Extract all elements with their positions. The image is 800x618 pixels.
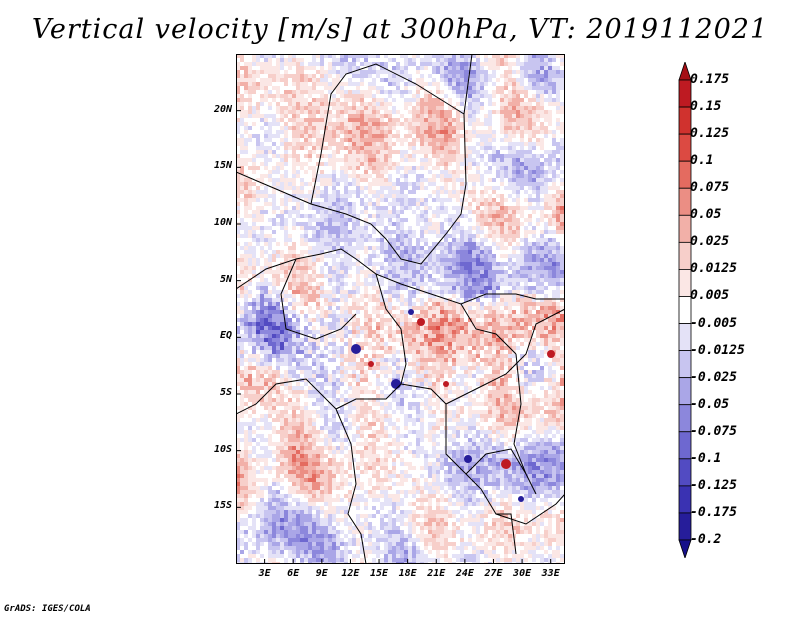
lat-label: EQ [219, 330, 232, 342]
intense-cell [391, 379, 401, 389]
boundary-line [513, 353, 527, 475]
intense-cell [501, 459, 511, 469]
boundary-line [335, 408, 367, 564]
boundary-line [445, 308, 565, 405]
lon-label: 18E [398, 568, 417, 579]
intense-cell [443, 381, 449, 387]
lon-label: 3E [258, 568, 271, 579]
colorbar-label: -0.05 [690, 396, 730, 412]
boundary-line [280, 258, 357, 340]
lat-label: 15N [213, 160, 232, 172]
colorbar-label: 0.125 [690, 126, 730, 142]
boundary-line [236, 248, 565, 305]
intense-cell [368, 361, 374, 367]
intense-cell [518, 496, 524, 502]
intense-cell [408, 309, 414, 315]
boundary-line [465, 448, 537, 495]
boundary-line [335, 273, 407, 410]
lon-label: 33E [541, 568, 560, 579]
map-frame [236, 54, 565, 564]
boundary-line [495, 493, 565, 525]
colorbar-label: -0.2 [690, 532, 722, 547]
lat-label: 5S [219, 387, 232, 398]
colorbar-label: -0.025 [690, 369, 737, 385]
lon-label: 27E [484, 568, 503, 579]
colorbar-label: 0.175 [690, 72, 730, 87]
lat-label: 20N [213, 103, 232, 115]
lon-label: 6E [287, 568, 300, 579]
lon-label: 12E [341, 568, 360, 579]
intense-cell [417, 318, 425, 326]
colorbar-label: 0.075 [690, 180, 730, 196]
boundary-line [236, 378, 337, 415]
vertical-velocity-map [236, 54, 565, 564]
colorbar-label: 0.025 [690, 234, 730, 250]
lon-label: 9E [315, 568, 328, 579]
lon-label: 24E [455, 568, 474, 579]
lon-label: 15E [370, 568, 389, 579]
colorbar-label: -0.075 [690, 423, 737, 439]
lon-label: 21E [427, 568, 446, 579]
colorbar-label: -0.175 [690, 504, 737, 520]
lat-label: 10S [213, 443, 232, 455]
colorbar-label: 0.05 [690, 207, 722, 223]
boundary-line [460, 303, 517, 355]
velocity-field [236, 54, 565, 564]
colorbar-label: -0.1 [690, 450, 722, 466]
lat-label: 5N [219, 273, 232, 285]
colorbar-bottom-arrow [678, 539, 692, 558]
colorbar-label: -0.125 [690, 477, 737, 493]
colorbar [678, 62, 692, 558]
lat-label: 15S [213, 500, 232, 512]
boundary-line [310, 63, 465, 205]
grads-credit: GrADS: IGES/COLA [4, 604, 91, 614]
colorbar-label: 0.005 [690, 288, 730, 304]
chart-title: Vertical velocity [m/s] at 300hPa, VT: 2… [31, 14, 769, 45]
colorbar-label: 0.1 [690, 153, 714, 169]
lon-label: 30E [513, 568, 532, 579]
colorbar-label: -0.005 [690, 315, 737, 331]
country-boundaries [236, 54, 565, 564]
lat-label: 10N [213, 217, 232, 228]
colorbar-label: 0.15 [690, 99, 722, 115]
intense-cell [547, 350, 555, 358]
intense-cell [351, 344, 361, 354]
colorbar-label: 0.0125 [690, 261, 737, 277]
intense-cell [464, 455, 472, 463]
colorbar-label: -0.0125 [690, 342, 745, 358]
